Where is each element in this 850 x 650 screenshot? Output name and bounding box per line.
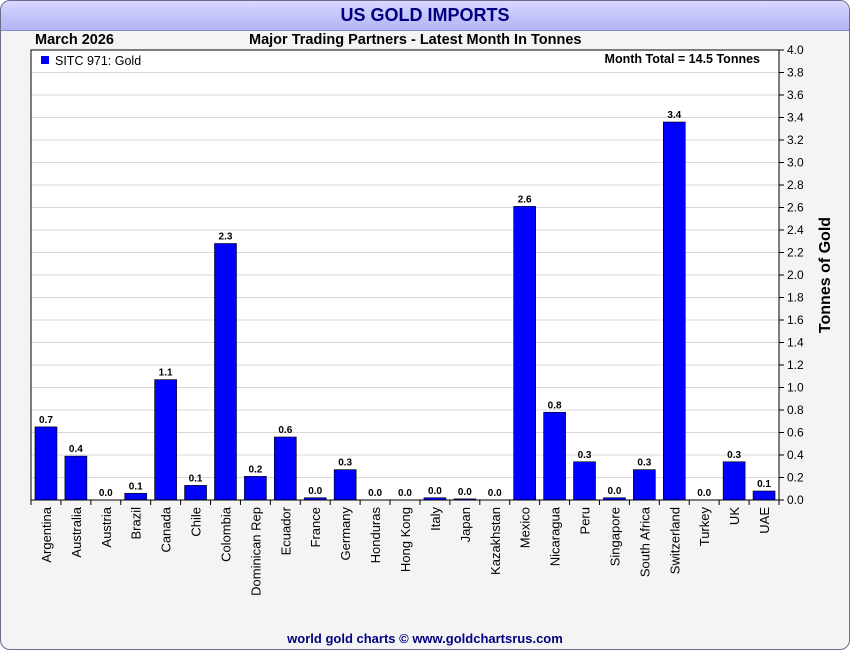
x-tick-label: Japan [458,507,473,542]
x-tick-label: Argentina [39,506,54,562]
bar [633,469,656,501]
x-tick-label: Germany [338,507,353,561]
data-label: 0.2 [248,464,262,475]
x-tick-label: Singapore [607,507,622,566]
y-tick-label: 1.4 [787,336,804,350]
data-label: 0.0 [607,486,621,497]
bar [244,476,267,501]
x-tick-label: Honduras [368,507,383,564]
x-tick-label: Australia [69,506,84,557]
y-tick-label: 3.0 [787,156,804,170]
legend-label: SITC 971: Gold [55,54,141,68]
x-tick-label: Peru [578,507,593,534]
y-tick-label: 0.4 [787,448,804,462]
y-tick-label: 1.8 [787,291,804,305]
chart-title: US GOLD IMPORTS [340,5,510,25]
y-tick-label: 3.6 [787,88,804,102]
y-tick-label: 2.4 [787,223,804,237]
x-tick-label: France [308,507,323,547]
footer-credit: world gold charts © www.goldchartsrus.co… [287,631,563,646]
x-tick-label: Nicaragua [548,506,563,566]
y-tick-label: 2.2 [787,246,804,260]
x-tick-label: Brazil [129,507,144,540]
data-label: 2.3 [219,232,233,243]
y-tick-label: 0.2 [787,471,804,485]
x-tick-label: UK [727,507,742,525]
x-tick-label: Colombia [218,506,233,562]
x-tick-label: Austria [99,506,114,547]
data-label: 0.0 [308,486,322,497]
bar [184,485,207,501]
bar [214,243,237,501]
x-tick-label: Dominican Rep [248,507,263,596]
y-tick-label: 0.8 [787,403,804,417]
data-label: 0.1 [129,481,143,492]
data-label: 0.4 [69,444,83,455]
data-label: 2.6 [518,194,532,205]
data-label: 0.0 [458,487,472,498]
y-tick-label: 1.2 [787,358,804,372]
data-label: 0.0 [99,488,113,499]
y-tick-label: 2.8 [787,178,804,192]
bar [333,469,357,501]
data-label: 0.8 [548,400,562,411]
plot-border [30,49,780,501]
x-tick-label: UAE [757,507,772,534]
x-tick-label: Chile [189,507,204,537]
bar [543,411,566,501]
legend-swatch [41,56,49,64]
data-label: 0.7 [39,415,53,426]
y-tick-label: 2.0 [787,268,804,282]
x-tick-label: Ecuador [278,506,293,555]
x-tick-label: Switzerland [667,507,682,574]
data-label: 0.3 [578,450,592,461]
x-tick-label: Canada [159,506,174,552]
data-label: 0.0 [697,488,711,499]
data-label: 0.3 [338,458,352,469]
data-label: 0.3 [727,450,741,461]
x-tick-label: Mexico [518,507,533,548]
bar [662,121,686,501]
bar [64,455,88,501]
title-bar: US GOLD IMPORTS [1,1,849,31]
data-label: 3.4 [667,110,681,121]
x-tick-label: South Africa [637,506,652,577]
y-tick-label: 0.0 [787,493,804,507]
data-label: 1.1 [159,368,173,379]
x-tick-label: Hong Kong [398,507,413,572]
bar [34,426,58,501]
data-label: 0.1 [189,473,203,484]
month-total-annotation: Month Total = 14.5 Tonnes [605,52,760,66]
bar [274,436,297,501]
data-label: 0.0 [398,488,412,499]
data-label: 0.0 [428,486,442,497]
data-label: 0.6 [278,425,292,436]
y-tick-label: 3.2 [787,133,804,147]
data-label: 0.0 [488,488,502,499]
x-tick-label: Italy [428,507,443,531]
bar [124,492,148,501]
y-tick-label: 3.4 [787,111,804,125]
chart-subtitle: Major Trading Partners - Latest Month In… [249,32,582,48]
y-tick-label: 0.6 [787,426,804,440]
data-label: 0.1 [757,479,771,490]
y-tick-label: 2.6 [787,201,804,215]
y-axis-label: Tonnes of Gold [817,217,834,333]
y-tick-label: 1.0 [787,381,804,395]
month-label: March 2026 [35,32,114,48]
bar [513,206,536,501]
y-tick-label: 3.8 [787,66,804,80]
y-tick-label: 1.6 [787,313,804,327]
data-label: 0.3 [637,458,651,469]
bar [722,461,746,501]
y-tick-label: 4.0 [787,43,804,57]
data-label: 0.0 [368,488,382,499]
x-tick-label: Turkey [697,507,712,547]
bar [752,490,776,501]
bar [154,379,177,501]
bar [573,461,596,501]
x-tick-label: Kazakhstan [488,507,503,575]
